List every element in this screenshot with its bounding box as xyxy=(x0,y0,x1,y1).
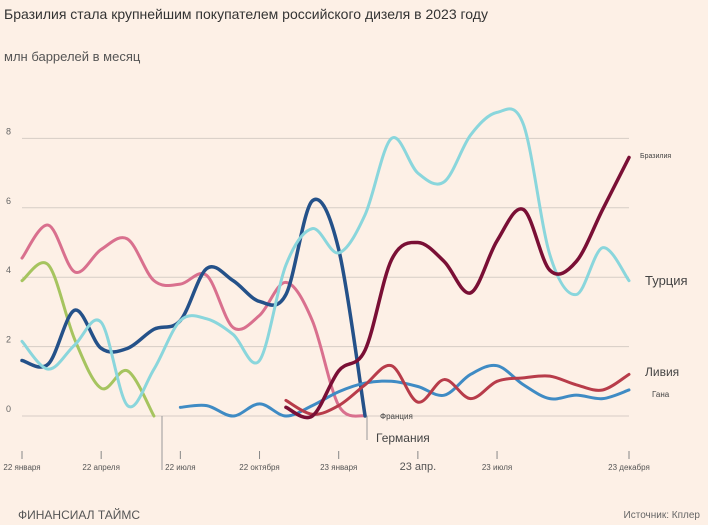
y-tick-label: 4 xyxy=(6,265,11,275)
x-tick-label: 22 октября xyxy=(239,463,279,472)
series-line-Франция xyxy=(20,223,367,418)
series-line-Турция xyxy=(20,107,631,409)
series-label: Франция xyxy=(380,412,413,421)
x-tick-label: 22 апреля xyxy=(82,463,120,472)
x-tick-label: 22 июля xyxy=(165,463,195,472)
series-line-Бразилия xyxy=(284,155,631,420)
y-tick-label: 6 xyxy=(6,196,11,206)
series-line-unlabeled xyxy=(20,261,156,418)
series-line-Ливия xyxy=(284,363,631,416)
series-line-Германия xyxy=(20,197,367,418)
chart-title: Бразилия стала крупнейшим покупателем ро… xyxy=(4,6,488,22)
series-line-Гана xyxy=(178,363,631,418)
publisher-logo: ФИНАНСИАЛ ТАЙМС xyxy=(18,508,141,522)
series-label: Турция xyxy=(645,273,688,288)
y-tick-label: 2 xyxy=(6,335,11,345)
series-label: Ливия xyxy=(645,365,679,379)
y-tick-label: 0 xyxy=(6,404,11,414)
series-label: Бразилия xyxy=(640,153,671,160)
x-tick-label: 23 апр. xyxy=(400,461,437,473)
x-tick-label: 23 января xyxy=(320,463,357,472)
y-axis-label: млн баррелей в месяц xyxy=(4,49,141,64)
series-label: Гана xyxy=(652,390,670,399)
y-tick-label: 8 xyxy=(6,126,11,136)
x-tick-label: 23 июля xyxy=(482,463,512,472)
x-tick-label: 22 января xyxy=(3,463,40,472)
source-note: Источник: Кплер xyxy=(623,510,700,521)
series-label: Германия xyxy=(376,431,430,445)
x-tick-label: 23 декабря xyxy=(608,463,650,472)
